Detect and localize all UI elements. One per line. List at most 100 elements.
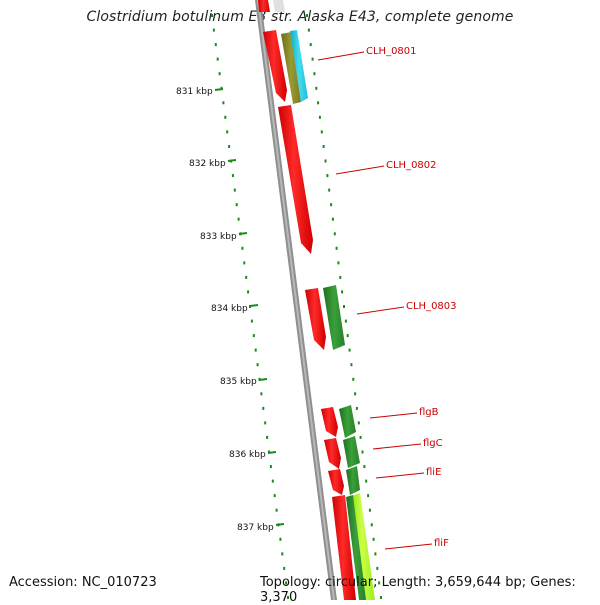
scale-dot [264, 421, 267, 425]
gene-labels: CLH_0801 CLH_0802 CLH_0803 flgB flgC fli… [366, 46, 457, 549]
backbone [255, 0, 337, 600]
scale-dot [212, 28, 215, 32]
scale-dot [222, 101, 225, 105]
scale-dot [328, 188, 331, 192]
scale-dot [343, 305, 345, 308]
scale-dot [306, 14, 308, 17]
scale-dot [320, 130, 323, 134]
scale-dot [285, 581, 288, 585]
scale-dot [350, 363, 353, 367]
forward-genes [258, 0, 356, 600]
scale-dot [235, 203, 238, 207]
scale-dot [311, 57, 314, 61]
scale-dot [326, 174, 329, 178]
scale-dot [352, 377, 355, 381]
kbp-tick [258, 378, 268, 381]
scale-dot [287, 596, 289, 599]
scale-dot [374, 552, 377, 556]
scale-dot [355, 406, 358, 410]
scale-dot [216, 57, 219, 61]
genome-summary: Topology: circular; Length: 3,659,644 bp… [260, 575, 576, 605]
scale-dot [372, 537, 375, 541]
gene-label: CLH_0803 [406, 301, 457, 312]
scale-dot [376, 566, 379, 570]
kbp-axis: 831 kbp 832 kbp 833 kbp 834 kbp 835 kbp … [176, 87, 285, 533]
gene-arrow [324, 438, 341, 469]
scale-dot [361, 450, 364, 454]
scale-dot [354, 392, 357, 396]
kbp-label: 831 kbp [176, 87, 213, 97]
gene-label: flgC [423, 438, 443, 449]
gene-label: fliE [426, 467, 441, 478]
scale-dot [241, 246, 244, 250]
scale-dot [359, 435, 362, 439]
scale-dot [317, 101, 320, 105]
scale-dot [231, 174, 234, 178]
scale-dot [237, 217, 240, 221]
scale-dot [250, 319, 253, 323]
gene-arrow [339, 405, 356, 438]
kbp-tick [267, 451, 277, 454]
gene-arrow [346, 495, 366, 600]
scale-dot [233, 188, 236, 192]
kbp-tick [275, 523, 285, 526]
scale-dot [346, 334, 349, 338]
scale-dot [363, 465, 366, 469]
scale-dot [348, 348, 351, 352]
gene-arrow [328, 469, 344, 495]
gene-arrow [321, 407, 338, 437]
gene-label-lines [317, 51, 433, 550]
kbp-label: 835 kbp [220, 377, 257, 387]
gene-arrow [281, 32, 301, 104]
scale-dot [247, 290, 250, 294]
kbp-label: 834 kbp [211, 304, 248, 314]
kbp-label: 837 kbp [237, 523, 274, 533]
kbp-tick [238, 232, 248, 235]
gene-arrow [278, 105, 313, 254]
scale-dot [368, 508, 371, 512]
map-title: Clostridium botulinum E3 str. Alaska E43… [86, 9, 514, 25]
scale-dot [218, 72, 221, 76]
gene-arrow [305, 288, 326, 350]
scale-dot [335, 246, 338, 250]
scale-dot [256, 363, 259, 367]
gene-label: CLH_0801 [366, 46, 417, 57]
scale-dot [309, 43, 312, 47]
scale-dot [367, 494, 370, 498]
kbp-label: 833 kbp [200, 232, 237, 242]
scale-dot [275, 508, 278, 512]
scale-dot [339, 275, 342, 279]
kbp-tick [249, 304, 259, 307]
scale-dot [260, 392, 263, 396]
scale-dot [254, 348, 257, 352]
scale-dot [378, 581, 381, 585]
gene-arrow [263, 30, 287, 102]
gene-arrow [332, 495, 356, 600]
scale-dot [341, 290, 344, 294]
gene-label: fliF [434, 538, 449, 549]
gene-label: CLH_0802 [386, 160, 437, 171]
scale-dot [269, 465, 272, 469]
scale-dot [249, 305, 251, 308]
scale-dot [273, 494, 276, 498]
scale-dot [337, 261, 340, 265]
gene-arrow [273, 0, 285, 12]
scale-dot [344, 319, 347, 323]
scale-dot [279, 537, 282, 541]
scale-dot [313, 72, 316, 76]
scale-dot [322, 145, 325, 148]
scale-dot [214, 43, 217, 47]
gene-arrow [290, 30, 308, 102]
gene-arrow [343, 436, 360, 468]
scale-dot [271, 479, 274, 483]
scale-dot [324, 159, 327, 163]
gene-arrow [323, 285, 345, 350]
scale-dot [224, 115, 227, 119]
gene-label: flgB [419, 407, 439, 418]
reverse-genes [273, 0, 375, 600]
scale-dot [318, 115, 321, 119]
scale-dot [243, 261, 246, 265]
scale-dot [331, 217, 334, 221]
gene-arrow [258, 0, 270, 12]
